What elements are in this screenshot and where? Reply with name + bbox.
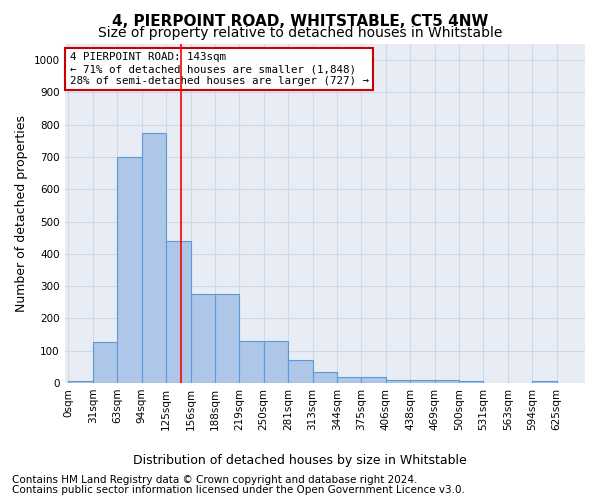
Bar [191, 294, 215, 383]
Y-axis label: Number of detached properties: Number of detached properties [15, 115, 28, 312]
Bar [264, 341, 288, 383]
Bar [215, 294, 239, 383]
Text: 4, PIERPOINT ROAD, WHITSTABLE, CT5 4NW: 4, PIERPOINT ROAD, WHITSTABLE, CT5 4NW [112, 14, 488, 29]
Text: Contains HM Land Registry data © Crown copyright and database right 2024.: Contains HM Land Registry data © Crown c… [12, 475, 418, 485]
Bar [68, 382, 93, 383]
Bar [313, 372, 337, 383]
Bar [166, 241, 191, 383]
Text: 4 PIERPOINT ROAD: 143sqm
← 71% of detached houses are smaller (1,848)
28% of sem: 4 PIERPOINT ROAD: 143sqm ← 71% of detach… [70, 52, 369, 86]
Bar [93, 342, 117, 383]
Bar [361, 376, 386, 383]
Text: Distribution of detached houses by size in Whitstable: Distribution of detached houses by size … [133, 454, 467, 467]
Bar [142, 133, 166, 383]
Bar [386, 380, 410, 383]
Text: Size of property relative to detached houses in Whitstable: Size of property relative to detached ho… [98, 26, 502, 40]
Bar [117, 157, 142, 383]
Bar [532, 382, 557, 383]
Bar [459, 382, 484, 383]
Bar [337, 376, 361, 383]
Bar [239, 341, 264, 383]
Bar [410, 380, 434, 383]
Bar [288, 360, 313, 383]
Bar [434, 380, 459, 383]
Text: Contains public sector information licensed under the Open Government Licence v3: Contains public sector information licen… [12, 485, 465, 495]
